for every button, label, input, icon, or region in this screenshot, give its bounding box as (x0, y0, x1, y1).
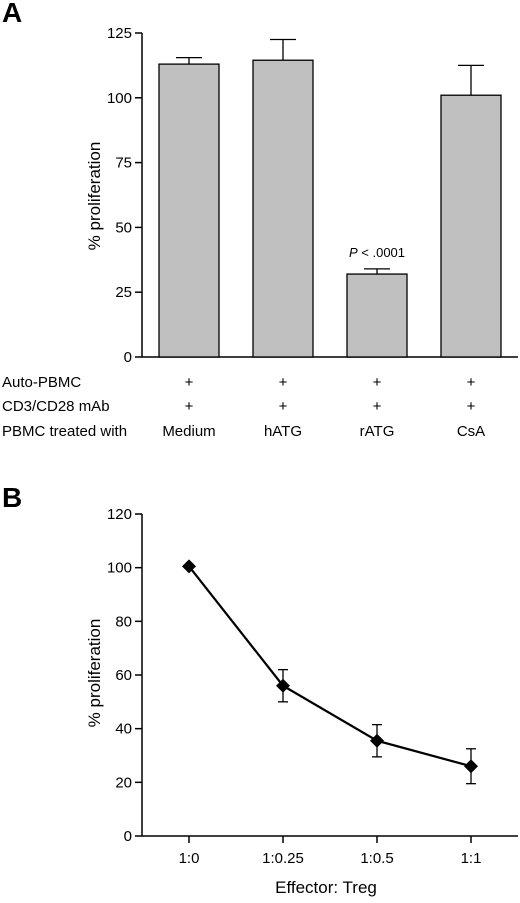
panel-a-row-cell: + (467, 398, 476, 415)
panel-a-y-tick-label: 25 (115, 284, 132, 301)
p-value-text: < .0001 (358, 245, 405, 260)
panel-a-row-cell: + (467, 374, 476, 391)
panel-b-x-tick-label: 1:0 (179, 850, 200, 867)
panel-b-y-tick-label: 80 (115, 613, 132, 630)
panel-a-row-cell: rATG (360, 423, 395, 440)
panel-a-bars (158, 38, 502, 358)
panel-b-letter: B (2, 482, 22, 513)
panel-a-row-cell: + (279, 398, 288, 415)
panel-b-axes: 0 20 40 60 80 100 120 1:0 1:0.25 1:0.5 1:1 (107, 506, 518, 867)
panel-b-diamond-point (182, 559, 196, 574)
panel-a-row-cell: + (185, 398, 194, 415)
panel-b-y-tick-label: 40 (115, 721, 132, 738)
panel-b-diamond-point (464, 759, 478, 774)
panel-b-x-axis-title: Effector: Treg (275, 878, 377, 897)
panel-a-y-tick-label: 100 (107, 90, 132, 107)
panel-a-y-tick-label: 75 (115, 155, 132, 172)
panel-a-row-label: Auto-PBMC (2, 374, 81, 391)
panel-b-y-tick-label: 120 (107, 506, 132, 523)
panel-b-series (182, 559, 478, 785)
panel-a-bar-csa (440, 94, 502, 358)
panel-b-y-tick-label: 60 (115, 667, 132, 684)
panel-b-y-tick-label: 0 (124, 828, 132, 845)
panel-b-diamond-point (370, 733, 384, 748)
panel-a-row-cell: CsA (457, 423, 485, 440)
panel-b-x-tick-label: 1:0.25 (262, 850, 304, 867)
panel-a-row-cell: + (373, 374, 382, 391)
panel-a-bar-hatg (252, 59, 314, 358)
panel-b-y-tick-label: 20 (115, 774, 132, 791)
panel-a-row-cell: Medium (162, 423, 215, 440)
panel-a-row-label: PBMC treated with (2, 423, 127, 440)
panel-a-p-value-annotation: P < .0001 (349, 245, 405, 260)
panel-a-row-cell: + (279, 374, 288, 391)
panel-b-diamond-point (276, 678, 290, 693)
panel-b: B % proliferation Effector: Treg 0 20 40 60… (2, 482, 518, 897)
panel-a-row-cell: + (185, 374, 194, 391)
panel-b-x-tick-label: 1:1 (461, 850, 482, 867)
panel-a-bar-medium (158, 63, 220, 358)
panel-b-y-axis-title: % proliferation (85, 619, 104, 728)
panel-a-row-cell: hATG (264, 423, 302, 440)
panel-a-row-cell: + (373, 398, 382, 415)
panel-b-y-tick-label: 100 (107, 560, 132, 577)
panel-b-series-line (188, 565, 472, 768)
panel-a-condition-table: Auto-PBMC + + + + CD3/CD28 mAb + + + + PBMC treate… (2, 374, 485, 440)
panel-a-y-tick-label: 0 (124, 349, 132, 366)
panel-b-x-tick-label: 1:0.5 (360, 850, 393, 867)
panel-a-bar-ratg (346, 273, 408, 358)
panel-a-annotations: P < .0001 (349, 245, 405, 260)
panel-a-row-label: CD3/CD28 mAb (2, 398, 110, 415)
panel-a-y-tick-label: 50 (115, 219, 132, 236)
p-italic: P (349, 245, 358, 260)
panel-a-letter: A (2, 0, 22, 28)
panel-a: A % proliferation 0 25 50 75 100 125 Auto-PBM… (2, 0, 518, 440)
panel-a-y-axis-title: % proliferation (85, 142, 104, 251)
panel-a-y-tick-label: 125 (107, 25, 132, 42)
